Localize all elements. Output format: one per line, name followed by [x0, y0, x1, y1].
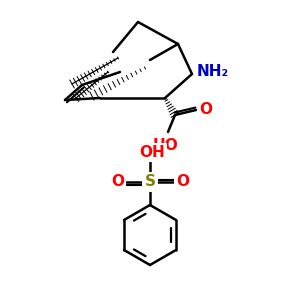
Text: S: S: [145, 175, 155, 190]
Text: O: O: [199, 103, 212, 118]
Text: O: O: [111, 175, 124, 190]
Text: O: O: [176, 175, 189, 190]
Text: HO: HO: [153, 138, 179, 153]
Text: OH: OH: [139, 145, 165, 160]
Text: NH₂: NH₂: [197, 64, 229, 79]
